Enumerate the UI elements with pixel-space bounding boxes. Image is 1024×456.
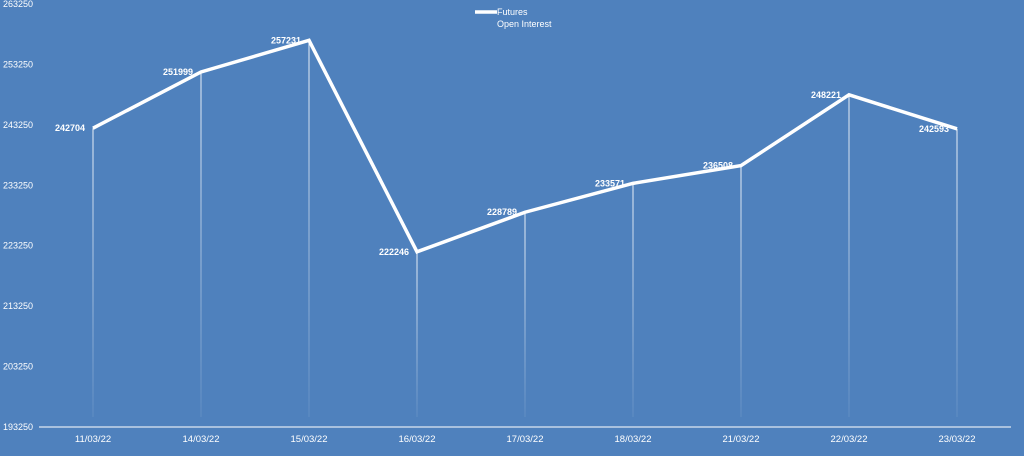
y-tick-label: 263250 xyxy=(3,0,33,9)
y-tick-label: 253250 xyxy=(3,59,33,69)
data-label: 233571 xyxy=(595,178,625,188)
y-tick-label: 223250 xyxy=(3,241,33,251)
drop-line xyxy=(632,183,634,417)
x-tick-label: 18/03/22 xyxy=(615,434,652,445)
x-tick-label: 16/03/22 xyxy=(399,434,436,445)
data-label: 242704 xyxy=(55,123,85,133)
drop-line xyxy=(848,94,850,417)
data-label: 222246 xyxy=(379,247,409,257)
y-tick-label: 203250 xyxy=(3,362,33,372)
series-line-futures-open-interest xyxy=(92,38,958,254)
drop-line xyxy=(956,128,958,417)
y-tick-label: 243250 xyxy=(3,120,33,130)
legend: Futures Open Interest xyxy=(475,7,552,29)
y-axis-ticks: 193250 203250 213250 223250 233250 243250 2532… xyxy=(3,0,33,432)
y-tick-label: 193250 xyxy=(3,422,33,432)
x-tick-label: 22/03/22 xyxy=(831,434,868,445)
x-tick-label: 17/03/22 xyxy=(507,434,544,445)
drop-line xyxy=(524,212,526,417)
x-tick-label: 23/03/22 xyxy=(939,434,976,445)
legend-label-line1: Futures xyxy=(497,7,528,17)
drop-line xyxy=(92,128,94,417)
data-label: 248221 xyxy=(811,90,841,100)
data-label: 228789 xyxy=(487,207,517,217)
data-label: 236508 xyxy=(703,161,733,171)
data-label: 242593 xyxy=(919,124,949,134)
x-tick-label: 15/03/22 xyxy=(291,434,328,445)
legend-label-line2: Open Interest xyxy=(497,19,552,29)
drop-line xyxy=(308,40,310,418)
x-tick-label: 14/03/22 xyxy=(183,434,220,445)
y-tick-label: 233250 xyxy=(3,180,33,190)
drop-lines xyxy=(92,40,958,418)
drop-line xyxy=(416,251,418,417)
x-tick-label: 21/03/22 xyxy=(723,434,760,445)
data-labels: 242704 251999 257231 222246 228789 233571 2365… xyxy=(55,35,949,256)
data-label: 257231 xyxy=(271,35,301,45)
data-label: 251999 xyxy=(163,67,193,77)
drop-line xyxy=(200,71,202,417)
y-tick-label: 213250 xyxy=(3,301,33,311)
drop-line xyxy=(740,165,742,417)
x-axis-ticks: 11/03/22 14/03/22 15/03/22 16/03/22 17/03/22… xyxy=(75,434,976,445)
x-tick-label: 11/03/22 xyxy=(75,434,111,445)
